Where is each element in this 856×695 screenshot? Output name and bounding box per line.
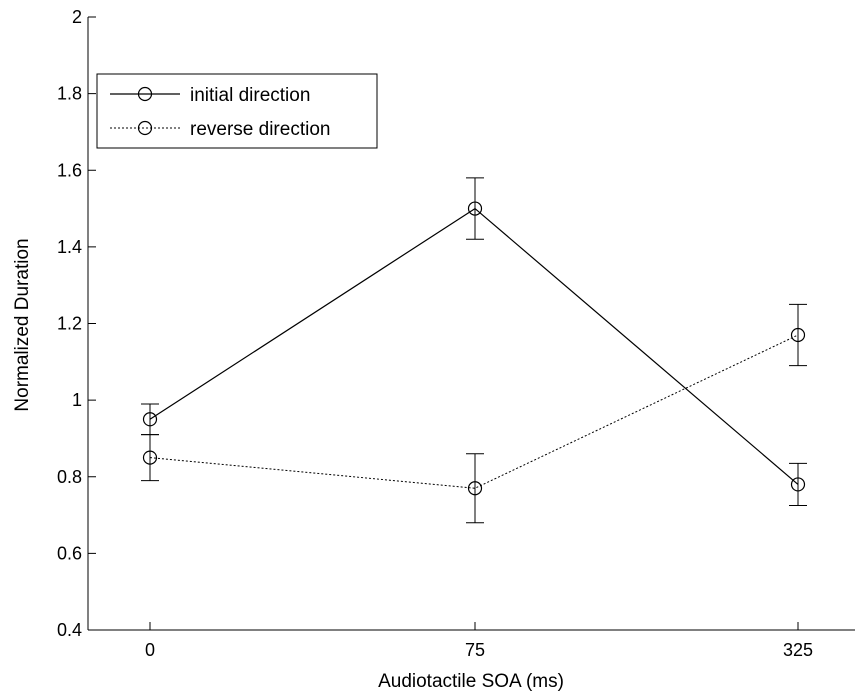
y-tick-label: 1.6 (57, 160, 82, 180)
data-point-initial-direction (142, 412, 158, 427)
y-tick-label: 2 (72, 7, 82, 27)
legend: initial direction reverse direction (96, 73, 378, 149)
legend-box (96, 73, 378, 149)
axes: 0.4 0.6 0.8 1 1.2 1.4 1.6 1.8 2 0 75 325 (57, 7, 855, 660)
series-line-reverse-direction (149, 334, 799, 489)
y-tick-label: 1.4 (57, 237, 82, 257)
error-bar-initial-direction (789, 462, 807, 506)
error-bar-reverse-direction (789, 303, 807, 367)
error-bar-initial-direction (466, 177, 484, 240)
series-layer (141, 177, 807, 524)
x-tick-label: 0 (145, 640, 155, 660)
y-tick-label: 0.8 (57, 467, 82, 487)
error-bar-reverse-direction (141, 434, 159, 482)
x-axis-label: Audiotactile SOA (ms) (378, 671, 564, 692)
data-point-initial-direction (467, 201, 483, 216)
legend-label-reverse-direction: reverse direction (190, 119, 330, 140)
y-axis-label: Normalized Duration (12, 238, 33, 411)
series-line-initial-direction (149, 207, 799, 485)
data-point-reverse-direction (467, 481, 483, 496)
y-tick-label: 1 (72, 390, 82, 410)
x-tick-label: 325 (783, 640, 813, 660)
data-point-reverse-direction (142, 450, 158, 465)
x-tick-label: 75 (465, 640, 485, 660)
error-bar-reverse-direction (466, 453, 484, 524)
y-tick-label: 0.6 (57, 543, 82, 563)
legend-marker-initial-direction (137, 86, 153, 102)
y-tick-label: 1.2 (57, 314, 82, 334)
y-tick-label: 0.4 (57, 620, 82, 640)
data-point-initial-direction (790, 477, 806, 492)
legend-marker-reverse-direction (137, 120, 153, 136)
y-tick-label: 1.8 (57, 84, 82, 104)
data-point-reverse-direction (790, 327, 806, 343)
legend-label-initial-direction: initial direction (190, 85, 310, 106)
